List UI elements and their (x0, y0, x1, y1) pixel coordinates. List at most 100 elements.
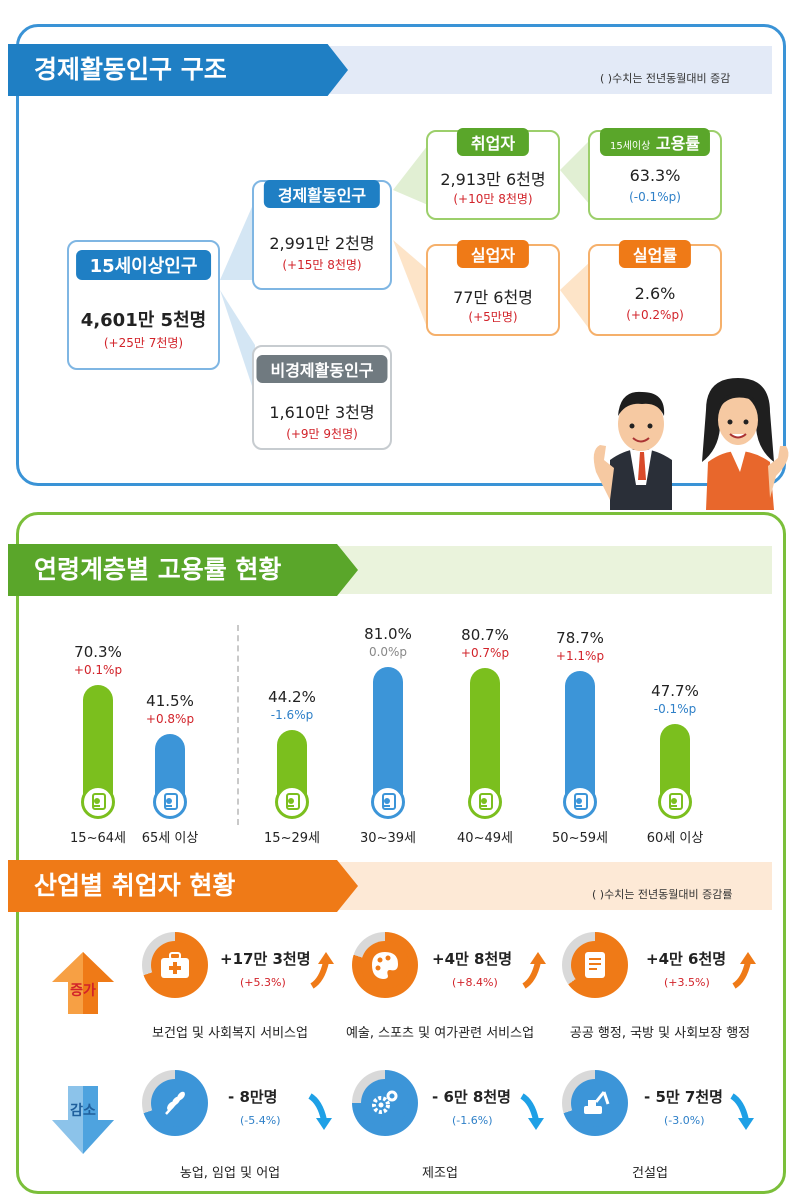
person-document-icon (275, 785, 309, 819)
industry-change-value: - 5만 7천명 (644, 1088, 723, 1106)
unemployed-delta: (+5만명) (468, 310, 518, 324)
population-15plus-value: 4,601만 5천명 (80, 310, 207, 331)
unemployment-rate-value: 2.6% (634, 284, 676, 303)
chart-bar (373, 667, 403, 805)
industry-change-pct: (-3.0%) (664, 1114, 705, 1127)
chart-category-label: 65세 이상 (141, 831, 199, 846)
inactive-population-box: 비경제활동인구 1,610만 3천명 (+9만 9천명) (252, 345, 392, 450)
chart-category-label: 50~59세 (552, 831, 608, 846)
population-15plus-label: 15세이상인구 (75, 250, 212, 280)
industry-change-value: - 8만명 (228, 1088, 278, 1106)
chart-bar (565, 671, 595, 805)
person-document-icon (81, 785, 115, 819)
industry-name: 예술, 스포츠 및 여가관련 서비스업 (345, 1026, 535, 1041)
chart-change-label: -1.6%p (270, 707, 314, 722)
active-population-label: 경제활동인구 (263, 180, 381, 208)
chart-divider (237, 625, 239, 825)
chart-value-label: 44.2% (268, 687, 316, 706)
person-document-icon (153, 785, 187, 819)
decrease-label: 감소 (70, 1103, 96, 1119)
population-15plus-delta: (+25만 7천명) (103, 336, 184, 350)
trend-up-icon (310, 952, 334, 989)
employment-rate-value: 63.3% (629, 166, 681, 185)
document-scroll-icon (585, 952, 605, 978)
chart-value-label: 80.7% (461, 625, 509, 644)
trend-up-icon (522, 952, 546, 989)
chart-value-label: 47.7% (651, 681, 699, 700)
employment-rate-label: 고용률 (655, 134, 701, 153)
industry-name: 제조업 (422, 1166, 458, 1181)
person-document-icon (658, 785, 692, 819)
employed-box: 취업자 2,913만 6천명 (+10만 8천명) (426, 128, 560, 220)
industry-change-value: +17만 3천명 (220, 950, 311, 968)
industry-name: 공공 행정, 국방 및 사회보장 행정 (569, 1026, 751, 1041)
chart-value-label: 78.7% (556, 629, 604, 648)
industry-change-value: +4만 8천명 (432, 950, 513, 968)
age-employment-card (16, 512, 786, 1194)
chart-change-label: +0.1%p (73, 663, 123, 678)
inactive-population-label: 비경제활동인구 (256, 355, 388, 383)
unemployed-label: 실업자 (456, 240, 530, 268)
trend-down-icon (730, 1093, 754, 1130)
employment-rate-box: 15세이상 고용률 63.3% (-0.1%p) (588, 128, 722, 220)
employed-value: 2,913만 6천명 (440, 170, 546, 189)
industry-ring (352, 932, 418, 998)
chart-value-label: 81.0% (364, 625, 412, 644)
section3-title: 산업별 취업자 현황 (8, 860, 358, 912)
section2-title: 연령계층별 고용률 현황 (8, 544, 358, 596)
chart-category-label: 15~64세 (70, 831, 126, 846)
excavator-icon (584, 1091, 610, 1114)
inactive-population-delta: (+9만 9천명) (286, 427, 358, 441)
unemployment-rate-label: 실업률 (618, 240, 692, 268)
chart-change-label: +0.8%p (145, 712, 195, 727)
person-document-icon (468, 785, 502, 819)
employment-rate-delta: (-0.1%p) (629, 190, 681, 204)
trend-down-icon (520, 1093, 544, 1130)
industry-change-pct: (+8.4%) (452, 976, 498, 989)
section1-note: ( )수치는 전년동월대비 증감 (600, 72, 731, 85)
employment-rate-tag: 15세이상 고용률 (599, 128, 711, 156)
unemployment-rate-box: 실업률 2.6% (+0.2%p) (588, 240, 722, 336)
paint-palette-icon (372, 952, 398, 979)
chart-change-label: +1.1%p (555, 649, 605, 664)
active-population-box: 경제활동인구 2,991만 2천명 (+15만 8천명) (252, 180, 392, 290)
person-document-icon (563, 785, 597, 819)
section3-note: ( )수치는 전년동월대비 증감률 (592, 888, 733, 901)
section1-banner-tail (330, 46, 772, 94)
industry-change-pct: (+5.3%) (240, 976, 286, 989)
chart-value-label: 41.5% (146, 692, 194, 711)
industry-name: 보건업 및 사회복지 서비스업 (152, 1026, 308, 1041)
increase-arrow-icon (52, 952, 114, 1014)
unemployment-rate-delta: (+0.2%p) (626, 308, 684, 322)
industry-change-pct: (-5.4%) (240, 1114, 281, 1127)
section1-title: 경제활동인구 구조 (8, 44, 348, 96)
chart-value-label: 70.3% (74, 643, 122, 662)
section3-banner-tail (330, 862, 772, 910)
active-population-value: 2,991만 2천명 (269, 234, 375, 253)
employed-label: 취업자 (456, 128, 530, 156)
structure-card (16, 24, 786, 486)
business-people-illustration (593, 378, 789, 510)
employed-delta: (+10만 8천명) (453, 192, 533, 206)
industry-name: 농업, 임업 및 어업 (179, 1166, 281, 1181)
trend-up-icon (732, 952, 756, 989)
industry-ring (352, 1070, 418, 1136)
chart-category-label: 40~49세 (457, 831, 513, 846)
industry-change-value: - 6만 8천명 (432, 1088, 511, 1106)
chart-category-label: 60세 이상 (646, 831, 704, 846)
age-employment-chart: 70.3% +0.1%p 15~64세 41.5% +0.8%p 65세 이상 44.2% -… (70, 625, 704, 846)
inactive-population-value: 1,610만 3천명 (269, 403, 375, 422)
first-aid-kit-icon (161, 952, 189, 978)
unemployed-box: 실업자 77만 6천명 (+5만명) (426, 240, 560, 336)
chart-bar (470, 667, 500, 805)
industry-change-value: +4만 6천명 (646, 950, 727, 968)
wheat-icon (165, 1091, 185, 1115)
chart-change-label: -0.1%p (653, 701, 697, 716)
chart-change-label: +0.7%p (460, 645, 510, 660)
structure-connectors (220, 140, 590, 395)
industry-change-pct: (-1.6%) (452, 1114, 493, 1127)
decrease-arrow-icon (52, 1086, 114, 1154)
trend-down-icon (308, 1093, 332, 1130)
chart-category-label: 30~39세 (360, 831, 416, 846)
increase-label: 증가 (70, 983, 96, 999)
